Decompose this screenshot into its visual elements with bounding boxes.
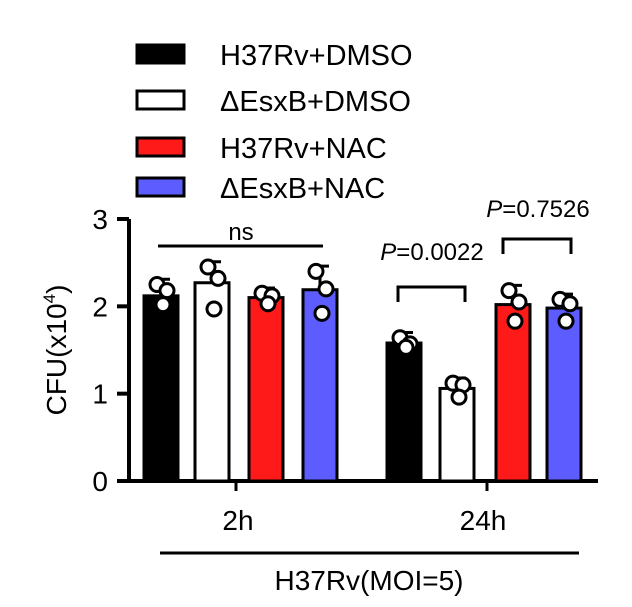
x-tick-label-24h: 24h — [460, 505, 507, 536]
y-axis-label-close: ) — [41, 285, 72, 294]
y-axis-label-superscript: 4 — [40, 294, 59, 303]
legend-label: ΔEsxB+DMSO — [220, 86, 411, 118]
ns-label: ns — [228, 219, 253, 246]
data-point — [450, 388, 468, 406]
y-axis-label: CFU(x104) — [40, 285, 72, 416]
data-point — [199, 258, 217, 276]
data-point — [313, 304, 331, 322]
significance-annotations: ns P=0.0022 P=0.7526 — [158, 196, 590, 302]
legend: H37Rv+DMSO ΔEsxB+DMSO H37Rv+NAC ΔEsxB+NAC — [135, 40, 413, 205]
y-tick-label: 1 — [92, 379, 108, 410]
data-point — [397, 338, 415, 356]
legend-swatch — [135, 43, 186, 65]
data-point — [500, 282, 518, 300]
legend-swatch — [135, 176, 186, 198]
data-point — [557, 312, 575, 330]
legend-label: H37Rv+NAC — [220, 133, 387, 165]
x-axis: 2h 24h H37Rv(MOI=5) — [127, 479, 598, 596]
y-tick-label: 3 — [92, 204, 108, 235]
p2-italic: P — [486, 196, 502, 223]
p1-italic: P — [380, 239, 396, 266]
p1-bracket — [396, 285, 467, 302]
legend-label: ΔEsxB+NAC — [220, 173, 385, 205]
legend-swatch — [135, 136, 186, 158]
data-point — [259, 295, 277, 313]
x-tick-label-2h: 2h — [222, 505, 253, 536]
legend-swatch — [135, 89, 186, 111]
data-point — [307, 262, 325, 280]
p1-value: =0.0022 — [396, 239, 483, 266]
data-point — [510, 293, 528, 311]
y-tick-label: 0 — [92, 466, 108, 497]
y-axis: 0 1 2 3 CFU(x104) — [40, 204, 131, 497]
x-axis-label: H37Rv(MOI=5) — [274, 565, 463, 596]
data-point — [506, 312, 524, 330]
legend-label: H37Rv+DMSO — [220, 40, 413, 72]
bar — [494, 303, 532, 483]
data-point — [205, 300, 223, 318]
data-point — [561, 295, 579, 313]
data-point — [158, 282, 176, 300]
bar — [247, 296, 285, 483]
y-ticks: 0 1 2 3 — [92, 204, 129, 497]
y-axis-label-main: CFU(x10 — [41, 303, 72, 415]
data-point — [209, 269, 227, 287]
bar — [385, 341, 423, 483]
bar — [545, 306, 583, 483]
p2-bracket — [501, 237, 573, 254]
p2-label: P=0.7526 — [486, 196, 589, 223]
p1-label: P=0.0022 — [380, 239, 483, 266]
y-tick-label: 2 — [92, 291, 108, 322]
data-point — [317, 280, 335, 298]
p2-value: =0.7526 — [502, 196, 589, 223]
data-point — [154, 296, 172, 314]
bar — [142, 294, 180, 483]
bars — [142, 258, 583, 483]
